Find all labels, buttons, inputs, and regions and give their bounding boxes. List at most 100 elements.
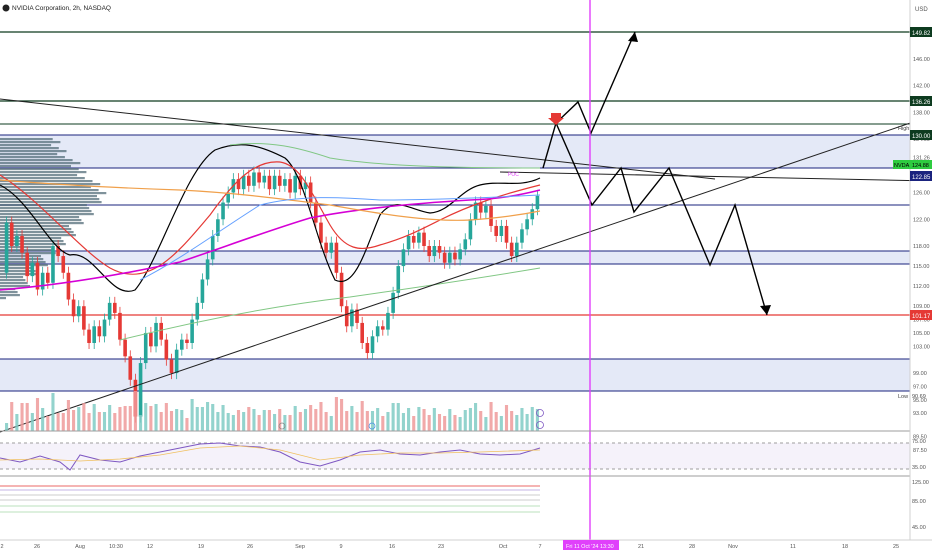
candle bbox=[288, 179, 292, 193]
volume-bar bbox=[422, 409, 426, 431]
high-label: High bbox=[898, 126, 909, 132]
svg-text:124.88: 124.88 bbox=[912, 163, 929, 169]
candle bbox=[216, 219, 220, 236]
volume-bar bbox=[443, 416, 447, 431]
candle bbox=[448, 252, 452, 263]
candle bbox=[107, 302, 112, 320]
volume-profile-bar bbox=[0, 243, 66, 246]
dollar-icon[interactable] bbox=[536, 421, 544, 429]
candle bbox=[396, 266, 401, 293]
volume-bar bbox=[144, 403, 148, 431]
candle bbox=[252, 172, 256, 186]
volume-bar bbox=[334, 397, 338, 431]
volume-bar bbox=[113, 413, 117, 431]
volume-profile-bar bbox=[0, 159, 73, 162]
volume-profile-bar bbox=[0, 162, 81, 165]
volume-profile-bar bbox=[0, 177, 85, 180]
svg-text:122.85: 122.85 bbox=[912, 175, 931, 181]
volume-bar bbox=[231, 415, 235, 431]
volume-bar bbox=[257, 415, 261, 431]
volume-bar bbox=[185, 418, 189, 431]
volume-bar bbox=[520, 408, 524, 431]
volume-bar bbox=[360, 401, 364, 431]
volume-bar bbox=[453, 415, 457, 431]
time-tick: 23 bbox=[438, 544, 444, 550]
ma-red bbox=[0, 161, 541, 275]
time-tick: Oct bbox=[499, 544, 508, 550]
volume-profile-bar bbox=[0, 156, 65, 159]
candle bbox=[247, 175, 251, 186]
volume-bar bbox=[51, 393, 55, 431]
volume-profile-bar bbox=[0, 228, 72, 231]
candle bbox=[401, 249, 406, 267]
lower-tick-125: 125.00 bbox=[912, 480, 929, 486]
volume-profile-bar bbox=[0, 147, 59, 150]
volume-bar bbox=[77, 407, 81, 431]
candle bbox=[530, 209, 535, 220]
candle bbox=[442, 252, 447, 263]
volume-bar bbox=[303, 409, 308, 431]
time-tick: 16 bbox=[389, 544, 395, 550]
volume-bar bbox=[226, 413, 230, 431]
price-tick: 97.00 bbox=[913, 384, 927, 390]
plus-icon[interactable] bbox=[536, 409, 544, 417]
volume-bar bbox=[489, 402, 493, 431]
volume-bar bbox=[504, 405, 509, 431]
candle bbox=[360, 322, 364, 343]
event-icon[interactable] bbox=[368, 422, 376, 430]
volume-bar bbox=[340, 399, 344, 431]
volume-bar bbox=[499, 416, 503, 431]
candle bbox=[123, 339, 127, 357]
date-cursor-badge bbox=[563, 540, 619, 550]
time-tick: Aug bbox=[75, 544, 85, 550]
candle bbox=[339, 272, 344, 307]
volume-profile-bar bbox=[0, 291, 18, 294]
rsi-signal bbox=[0, 445, 541, 462]
candle bbox=[87, 329, 91, 343]
candle bbox=[113, 302, 117, 313]
time-tick: 18 bbox=[842, 544, 848, 550]
volume-bar bbox=[427, 415, 431, 431]
volume-profile-bar bbox=[0, 222, 84, 225]
ascending-trendline bbox=[0, 117, 926, 433]
price-tick: 99.00 bbox=[913, 371, 927, 377]
candle bbox=[61, 256, 66, 273]
time-tick: 19 bbox=[198, 544, 204, 550]
candle bbox=[195, 302, 200, 320]
volume-bar bbox=[133, 391, 137, 431]
volume-bar bbox=[72, 410, 76, 431]
candle bbox=[241, 175, 246, 190]
volume-profile-bar bbox=[0, 150, 67, 153]
low-label: Low bbox=[898, 394, 908, 400]
candle bbox=[499, 225, 504, 236]
volume-profile-bar bbox=[0, 186, 91, 189]
volume-bar bbox=[5, 423, 9, 431]
volume-bar bbox=[108, 405, 112, 431]
volume-bar bbox=[123, 406, 127, 431]
candle bbox=[344, 306, 349, 327]
level-badge-resistance-2: 130.00 bbox=[910, 130, 932, 140]
candle bbox=[515, 242, 519, 257]
ma-orange bbox=[0, 179, 541, 221]
level-badge-target: 149.82 bbox=[910, 27, 932, 37]
volume-bar bbox=[376, 408, 380, 431]
time-axis[interactable]: 2 26 Aug 10:30 12 19 26 Sep 9 16 23 Oct 7 21 28 Nov 11 18… bbox=[0, 544, 899, 550]
volume-bar bbox=[515, 415, 519, 431]
candle bbox=[257, 172, 261, 183]
candle bbox=[386, 312, 390, 330]
ma-black bbox=[0, 144, 541, 292]
volume-profile bbox=[0, 138, 107, 300]
volume-profile-bar bbox=[0, 219, 82, 222]
time-tick: 26 bbox=[34, 544, 40, 550]
volume-bar bbox=[267, 410, 271, 431]
volume-bar bbox=[309, 405, 313, 431]
candle bbox=[504, 225, 509, 243]
volume-bar bbox=[35, 398, 40, 431]
volume-profile-bar bbox=[0, 153, 58, 156]
candle bbox=[391, 292, 395, 313]
candle bbox=[365, 342, 370, 354]
event-icon[interactable] bbox=[278, 422, 286, 430]
symbol-logo-icon bbox=[2, 4, 10, 12]
projection-up-arrow bbox=[542, 31, 636, 169]
